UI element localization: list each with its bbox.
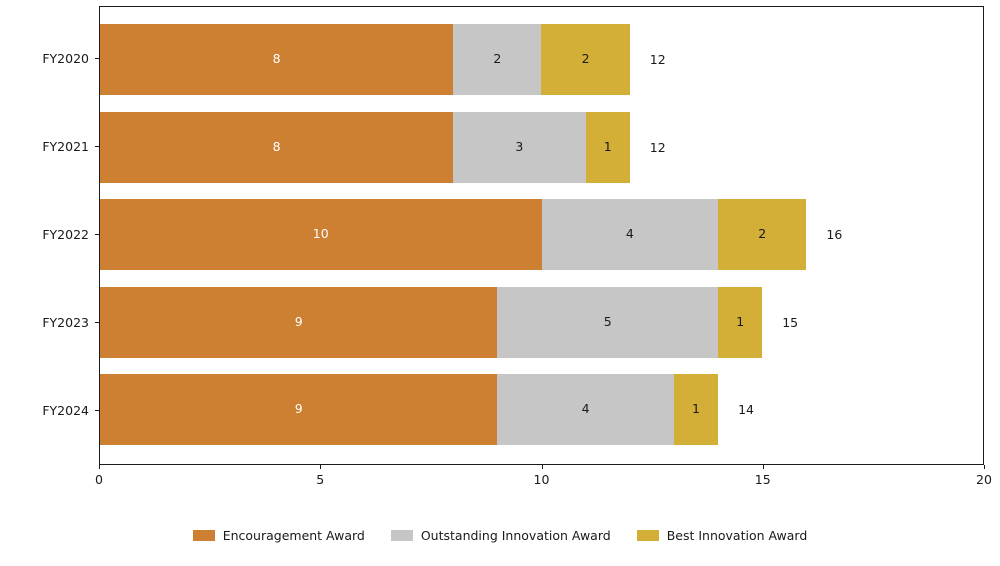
bar-segment: 2 — [541, 24, 630, 95]
legend-label: Best Innovation Award — [666, 528, 808, 543]
y-tick-label: FY2020 — [42, 51, 89, 66]
segment-value-label: 9 — [294, 401, 303, 417]
x-tick-mark — [984, 465, 985, 469]
y-tick-mark — [95, 322, 99, 323]
y-axis-label-row: FY2024 — [0, 375, 99, 446]
x-tick-label: 20 — [976, 472, 992, 487]
bar-segment: 3 — [453, 111, 586, 183]
legend: Encouragement Award Outstanding Innovatio… — [0, 528, 1000, 543]
bar-row: 9 5 1 15 — [100, 286, 983, 358]
y-tick-label: FY2021 — [42, 139, 89, 154]
segment-value-label: 8 — [272, 138, 281, 154]
legend-swatch — [390, 530, 413, 541]
legend-label: Encouragement Award — [222, 528, 365, 543]
segment-value-label: 2 — [581, 51, 590, 67]
segment-value-label: 2 — [758, 226, 767, 242]
y-tick-label: FY2022 — [42, 227, 89, 242]
y-axis-label-row: FY2021 — [0, 111, 99, 182]
bar-segment: 1 — [585, 111, 630, 183]
x-tick-label: 0 — [95, 472, 103, 487]
legend-swatch — [636, 530, 659, 541]
segment-value-label: 8 — [272, 51, 281, 67]
segment-value-label: 2 — [493, 51, 502, 67]
bar-row: 8 2 2 12 — [100, 24, 983, 95]
segment-value-label: 5 — [603, 313, 612, 329]
bar-segment: 1 — [718, 286, 763, 358]
x-tick-label: 10 — [533, 472, 550, 487]
legend-item: Best Innovation Award — [636, 528, 808, 543]
total-label: 12 — [649, 139, 666, 155]
bar-row: 9 4 1 14 — [100, 374, 983, 445]
y-tick-label: FY2023 — [42, 315, 89, 330]
bar-segment: 8 — [100, 24, 454, 95]
x-tick-label: 5 — [316, 472, 325, 487]
y-axis-label-row: FY2023 — [0, 287, 99, 358]
bar-row: 8 3 1 12 — [100, 111, 983, 183]
bar-row: 10 4 2 16 — [100, 199, 983, 270]
y-axis-label-row: FY2020 — [0, 23, 99, 94]
bar-segment: 2 — [718, 199, 807, 270]
plot-area: 8 2 2 12 8 3 1 12 10 4 2 16 9 5 1 15 9 4 1 14 — [99, 6, 984, 465]
segment-value-label: 9 — [294, 313, 303, 329]
total-label: 12 — [649, 52, 666, 67]
x-tick-mark — [99, 465, 100, 469]
y-tick-mark — [95, 410, 99, 411]
bar-segment: 1 — [673, 374, 719, 445]
bar-segment: 10 — [100, 199, 542, 270]
bar-segment: 2 — [453, 24, 542, 95]
y-axis-label-row: FY2022 — [0, 199, 99, 270]
segment-value-label: 1 — [603, 138, 612, 154]
y-tick-mark — [95, 146, 99, 147]
total-label: 15 — [782, 314, 799, 330]
bar-segment: 4 — [497, 374, 674, 445]
total-label: 14 — [738, 402, 754, 417]
segment-value-label: 1 — [736, 313, 745, 329]
bar-segment: 8 — [100, 111, 454, 183]
legend-label: Outstanding Innovation Award — [420, 528, 611, 543]
segment-value-label: 3 — [515, 138, 524, 154]
bar-segment: 9 — [100, 286, 498, 358]
bar-segment: 4 — [541, 199, 719, 270]
total-label: 16 — [826, 227, 843, 242]
x-tick-mark — [320, 465, 322, 469]
segment-value-label: 10 — [312, 226, 329, 242]
segment-value-label: 1 — [692, 401, 700, 417]
bar-segment: 9 — [100, 374, 498, 445]
bar-segment: 5 — [497, 286, 719, 358]
y-tick-mark — [95, 58, 99, 59]
x-tick-mark — [762, 465, 764, 469]
y-axis-labels: FY2020 FY2021 FY2022 FY2023 FY2024 — [0, 6, 99, 465]
x-tick-mark — [541, 465, 543, 469]
y-tick-mark — [95, 234, 99, 235]
legend-item: Encouragement Award — [192, 528, 365, 543]
x-tick-label: 15 — [754, 472, 771, 487]
y-tick-label: FY2024 — [42, 403, 89, 418]
legend-item: Outstanding Innovation Award — [390, 528, 611, 543]
segment-value-label: 4 — [625, 226, 634, 242]
legend-swatch — [192, 530, 215, 541]
segment-value-label: 4 — [581, 401, 590, 417]
